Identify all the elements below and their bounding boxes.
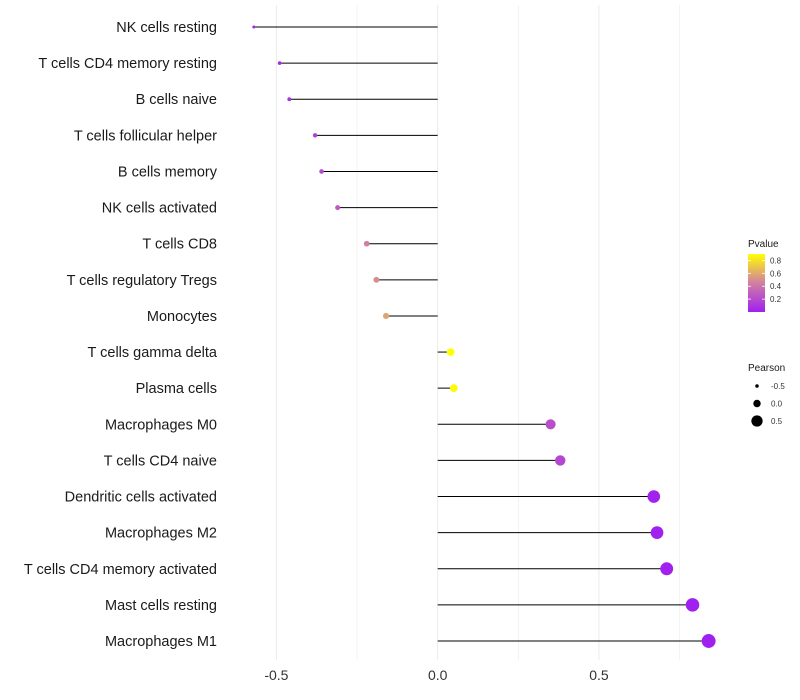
category-label: T cells CD4 memory resting — [38, 56, 217, 72]
category-label: Plasma cells — [136, 381, 217, 397]
data-point — [647, 490, 661, 503]
x-tick-label: 0.5 — [589, 667, 609, 683]
pvalue-legend-label: 0.6 — [770, 269, 782, 278]
legend: Pvalue 0.2 0.4 0.6 0.8 Pearson -0.5 0.0 0.5 — [748, 239, 785, 427]
category-label: T cells CD4 naive — [104, 453, 217, 469]
x-axis-ticks: -0.5 0.0 0.5 — [264, 667, 609, 683]
pvalue-legend-label: 0.8 — [770, 256, 782, 265]
data-point — [335, 205, 341, 211]
category-label: Macrophages M1 — [105, 634, 217, 650]
pvalue-colorbar — [748, 254, 765, 312]
data-point — [685, 598, 700, 612]
category-label: T cells follicular helper — [74, 128, 217, 144]
pvalue-legend-title: Pvalue — [748, 239, 779, 250]
grid-layer — [275, 5, 680, 660]
category-labels: NK cells resting T cells CD4 memory resti… — [24, 20, 218, 650]
data-point — [373, 276, 380, 283]
pvalue-legend-label: 0.2 — [770, 295, 782, 304]
data-point — [449, 384, 458, 393]
data-point — [277, 61, 282, 65]
pearson-size-key — [751, 415, 763, 427]
x-tick-label: -0.5 — [264, 667, 288, 683]
pvalue-legend-label: 0.4 — [770, 282, 782, 291]
data-point — [545, 419, 556, 430]
data-point — [312, 133, 318, 138]
data-point — [287, 97, 292, 102]
category-label: Macrophages M2 — [105, 526, 217, 542]
data-point — [446, 348, 455, 356]
pearson-legend-label: 0.5 — [771, 417, 783, 426]
category-label: NK cells activated — [102, 201, 217, 217]
category-label: Dendritic cells activated — [65, 490, 217, 506]
data-point — [363, 240, 370, 247]
data-point — [555, 455, 566, 466]
pearson-legend-label: 0.0 — [771, 400, 783, 409]
category-label: B cells naive — [136, 92, 217, 108]
pearson-legend-label: -0.5 — [771, 382, 785, 391]
pearson-legend-title: Pearson — [748, 363, 785, 374]
data-point — [252, 25, 256, 29]
category-label: NK cells resting — [116, 20, 217, 36]
category-label: T cells gamma delta — [88, 345, 218, 361]
category-label: T cells CD8 — [142, 237, 217, 253]
category-label: Mast cells resting — [105, 598, 217, 614]
category-label: B cells memory — [118, 164, 218, 180]
category-label: T cells CD4 memory activated — [24, 562, 217, 578]
pearson-size-key — [753, 399, 761, 408]
category-label: Macrophages M0 — [105, 417, 217, 433]
point-layer — [252, 25, 716, 648]
stem-layer — [253, 26, 709, 642]
category-label: T cells regulatory Tregs — [67, 273, 217, 289]
category-label: Monocytes — [147, 309, 217, 325]
data-point — [382, 312, 390, 320]
data-point — [650, 526, 664, 539]
data-point — [319, 169, 324, 174]
x-tick-label: 0.0 — [428, 667, 448, 683]
data-point — [701, 634, 716, 648]
pearson-size-key — [755, 384, 759, 388]
data-point — [660, 562, 674, 576]
